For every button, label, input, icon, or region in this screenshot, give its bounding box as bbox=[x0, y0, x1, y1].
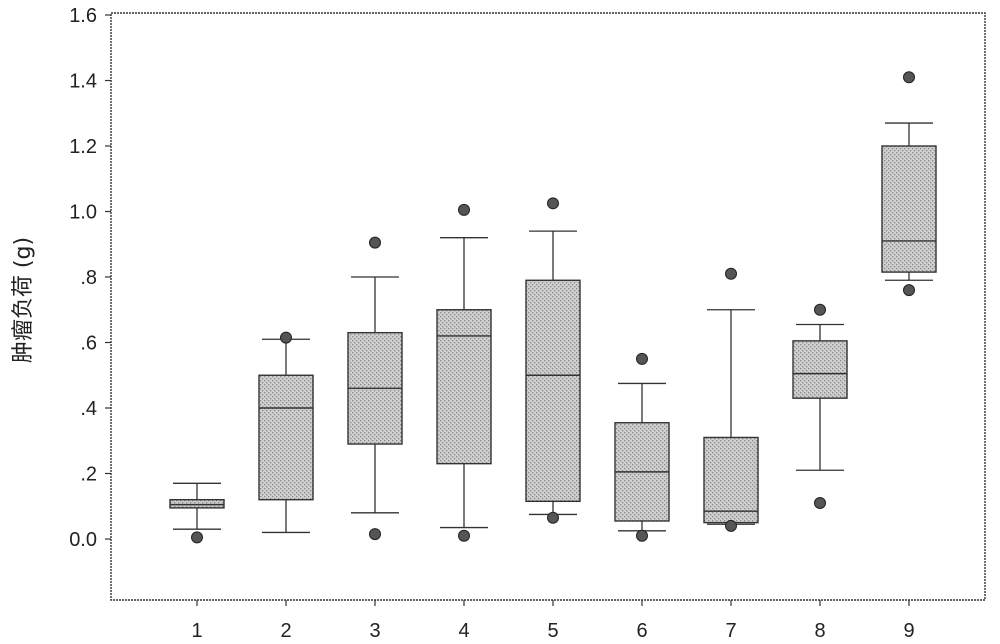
box-iqr bbox=[170, 500, 224, 508]
outlier-point bbox=[548, 512, 559, 523]
x-tick-label: 3 bbox=[369, 620, 380, 642]
x-tick-label: 7 bbox=[725, 620, 736, 642]
outlier-point bbox=[548, 198, 559, 209]
outlier-point bbox=[459, 530, 470, 541]
y-tick-label: 1.6 bbox=[69, 5, 97, 27]
box-iqr bbox=[526, 280, 580, 501]
y-tick-label: 1.2 bbox=[69, 136, 97, 158]
outlier-point bbox=[281, 332, 292, 343]
outlier-point bbox=[904, 285, 915, 296]
box-iqr bbox=[704, 437, 758, 522]
outlier-point bbox=[370, 237, 381, 248]
box-group-7 bbox=[704, 268, 758, 531]
x-tick-label: 1 bbox=[191, 620, 202, 642]
outlier-point bbox=[637, 530, 648, 541]
outlier-point bbox=[370, 529, 381, 540]
box-group-1 bbox=[170, 483, 224, 543]
box-series bbox=[170, 72, 936, 543]
box-group-6 bbox=[615, 353, 669, 541]
box-iqr bbox=[882, 146, 936, 272]
outlier-point bbox=[726, 268, 737, 279]
y-tick-label: .4 bbox=[80, 398, 97, 420]
outlier-point bbox=[904, 72, 915, 83]
outlier-point bbox=[459, 204, 470, 215]
y-tick-label: 1.4 bbox=[69, 71, 97, 93]
box-iqr bbox=[259, 375, 313, 499]
box-group-2 bbox=[259, 332, 313, 532]
x-tick-label: 6 bbox=[636, 620, 647, 642]
outlier-point bbox=[726, 520, 737, 531]
box-group-5 bbox=[526, 198, 580, 523]
y-axis-ticks: 1.6 1.4 1.2 1.0 .8 .6 .4 .2 0.0 bbox=[69, 5, 111, 551]
box-group-8 bbox=[793, 304, 847, 508]
y-axis-label: 肿瘤负荷 (g) bbox=[11, 237, 36, 363]
box-iqr bbox=[793, 341, 847, 398]
x-tick-label: 9 bbox=[903, 620, 914, 642]
y-tick-label: .2 bbox=[80, 464, 97, 486]
outlier-point bbox=[815, 497, 826, 508]
outlier-point bbox=[637, 353, 648, 364]
y-tick-label: .6 bbox=[80, 333, 97, 355]
box-group-3 bbox=[348, 237, 402, 539]
y-tick-label: 1.0 bbox=[69, 202, 97, 224]
x-tick-label: 4 bbox=[458, 620, 469, 642]
x-axis-ticks: 1 2 3 4 5 6 7 8 9 bbox=[191, 600, 914, 642]
outlier-point bbox=[192, 532, 203, 543]
box-group-9 bbox=[882, 72, 936, 296]
outlier-point bbox=[815, 304, 826, 315]
y-tick-label: 0.0 bbox=[69, 529, 97, 551]
x-tick-label: 8 bbox=[814, 620, 825, 642]
box-group-4 bbox=[437, 204, 491, 541]
x-tick-label: 2 bbox=[280, 620, 291, 642]
y-tick-label: .8 bbox=[80, 267, 97, 289]
box-iqr bbox=[437, 310, 491, 464]
x-tick-label: 5 bbox=[547, 620, 558, 642]
